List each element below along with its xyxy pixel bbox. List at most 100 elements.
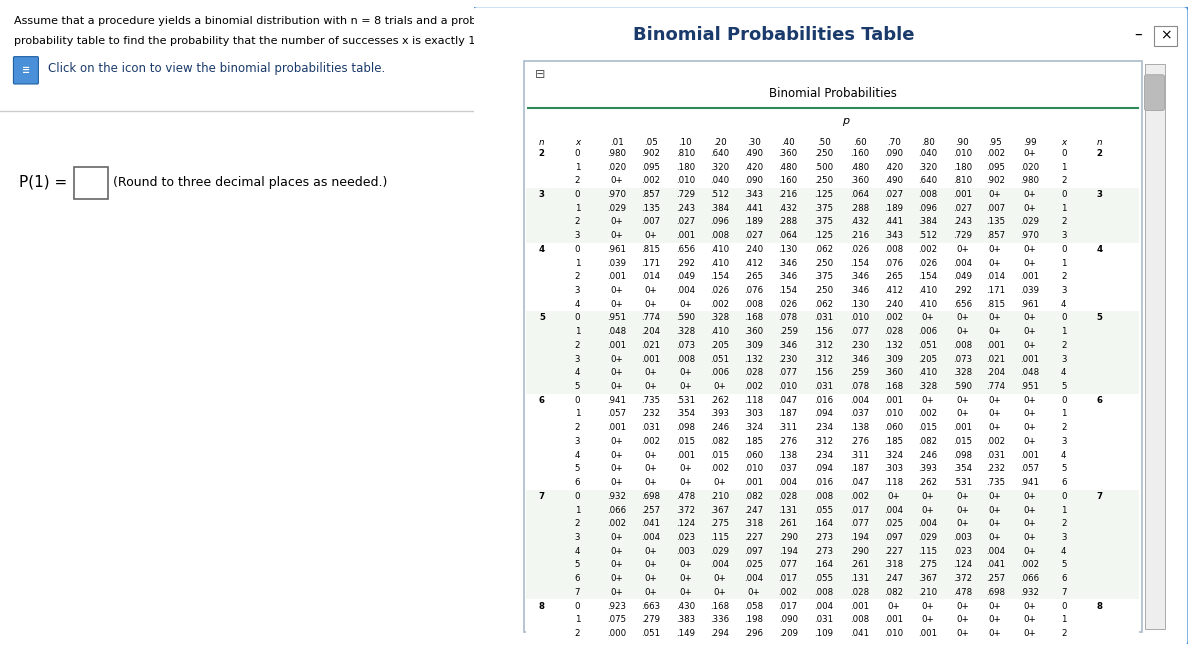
Text: .008: .008 [676,355,695,364]
Text: .002: .002 [1020,561,1039,570]
Text: .020: .020 [1020,163,1039,172]
Text: .346: .346 [850,286,869,295]
Text: .138: .138 [850,423,869,432]
Text: 3: 3 [575,286,581,295]
Text: .590: .590 [953,382,972,391]
Text: .328: .328 [676,327,695,336]
Text: 0+: 0+ [1024,492,1036,501]
Text: .480: .480 [779,163,798,172]
Text: .265: .265 [744,272,763,281]
Text: 3: 3 [539,190,545,199]
Text: .156: .156 [815,368,834,378]
Text: 0+: 0+ [1024,615,1036,624]
Text: .698: .698 [642,492,660,501]
Text: 0+: 0+ [611,561,623,570]
Text: .006: .006 [918,327,937,336]
Text: 0+: 0+ [1024,396,1036,405]
Text: .247: .247 [884,574,904,583]
Bar [526,367,1140,380]
Text: 0+: 0+ [922,602,935,611]
Text: 0+: 0+ [1024,423,1036,432]
Text: .250: .250 [815,258,834,268]
Text: .125: .125 [815,231,834,240]
Bar [526,215,1140,229]
Text: .010: .010 [953,149,972,158]
Text: .480: .480 [850,163,869,172]
Text: 2: 2 [1061,272,1067,281]
Text: x: x [575,138,580,147]
Bar [526,380,1140,394]
Text: .016: .016 [815,478,834,487]
Text: .135: .135 [642,204,661,213]
Text: .010: .010 [779,382,798,391]
Text: .004: .004 [744,574,763,583]
Text: 3: 3 [1097,190,1103,199]
Text: .512: .512 [918,231,937,240]
Text: .360: .360 [850,176,869,186]
Text: 2: 2 [1061,519,1067,528]
Text: 2: 2 [575,423,581,432]
Text: .004: .004 [884,506,904,514]
Text: .001: .001 [884,615,904,624]
Text: .80: .80 [922,138,935,147]
Text: .328: .328 [710,314,730,322]
Text: .010: .010 [744,464,763,473]
Text: 0+: 0+ [679,561,691,570]
Text: .410: .410 [710,327,730,336]
Text: .025: .025 [744,561,763,570]
Text: .001: .001 [1020,450,1039,460]
Text: .774: .774 [642,314,661,322]
Text: .375: .375 [815,272,834,281]
Text: 0: 0 [575,245,581,254]
Text: 8: 8 [539,602,545,611]
Text: .375: .375 [815,217,834,227]
Text: 3: 3 [1061,437,1067,446]
Text: 2: 2 [575,341,581,350]
Text: .027: .027 [744,231,763,240]
Text: .180: .180 [953,163,972,172]
Text: 0+: 0+ [989,506,1002,514]
Text: .130: .130 [850,299,869,309]
Text: 1: 1 [1061,615,1067,624]
Text: .002: .002 [918,245,937,254]
Text: 0: 0 [575,149,581,158]
Text: .118: .118 [744,396,763,405]
Text: probability table to find the probability that the number of successes x is exac: probability table to find the probabilit… [14,36,480,46]
Text: .055: .055 [815,574,834,583]
Text: .250: .250 [815,149,834,158]
Text: .412: .412 [744,258,763,268]
Text: 0+: 0+ [611,450,623,460]
Text: 0+: 0+ [989,602,1002,611]
Text: .273: .273 [815,547,834,556]
Text: .001: .001 [607,341,626,350]
Text: .001: .001 [918,629,937,638]
Text: .640: .640 [710,149,730,158]
Text: .961: .961 [607,245,626,254]
Text: 4: 4 [1097,245,1103,254]
Bar [526,545,1140,559]
Text: .420: .420 [884,163,904,172]
Text: 2: 2 [575,272,581,281]
Text: .383: .383 [676,615,695,624]
Text: .951: .951 [1020,382,1039,391]
Text: .060: .060 [744,450,763,460]
Text: .279: .279 [642,615,660,624]
Text: 3: 3 [575,533,581,542]
Text: 0+: 0+ [1024,341,1036,350]
Text: 5: 5 [575,464,581,473]
Text: .216: .216 [850,231,869,240]
Text: .857: .857 [985,231,1004,240]
Text: .027: .027 [953,204,972,213]
Text: 0+: 0+ [956,602,968,611]
Text: .194: .194 [850,533,869,542]
Text: .031: .031 [815,615,834,624]
Text: .026: .026 [779,299,798,309]
Text: .006: .006 [710,368,730,378]
Text: .015: .015 [953,437,972,446]
Text: .001: .001 [607,423,626,432]
Text: 0+: 0+ [922,396,935,405]
Text: .154: .154 [918,272,937,281]
Text: 1: 1 [1061,258,1067,268]
Text: 3: 3 [575,231,581,240]
Text: .70: .70 [887,138,901,147]
